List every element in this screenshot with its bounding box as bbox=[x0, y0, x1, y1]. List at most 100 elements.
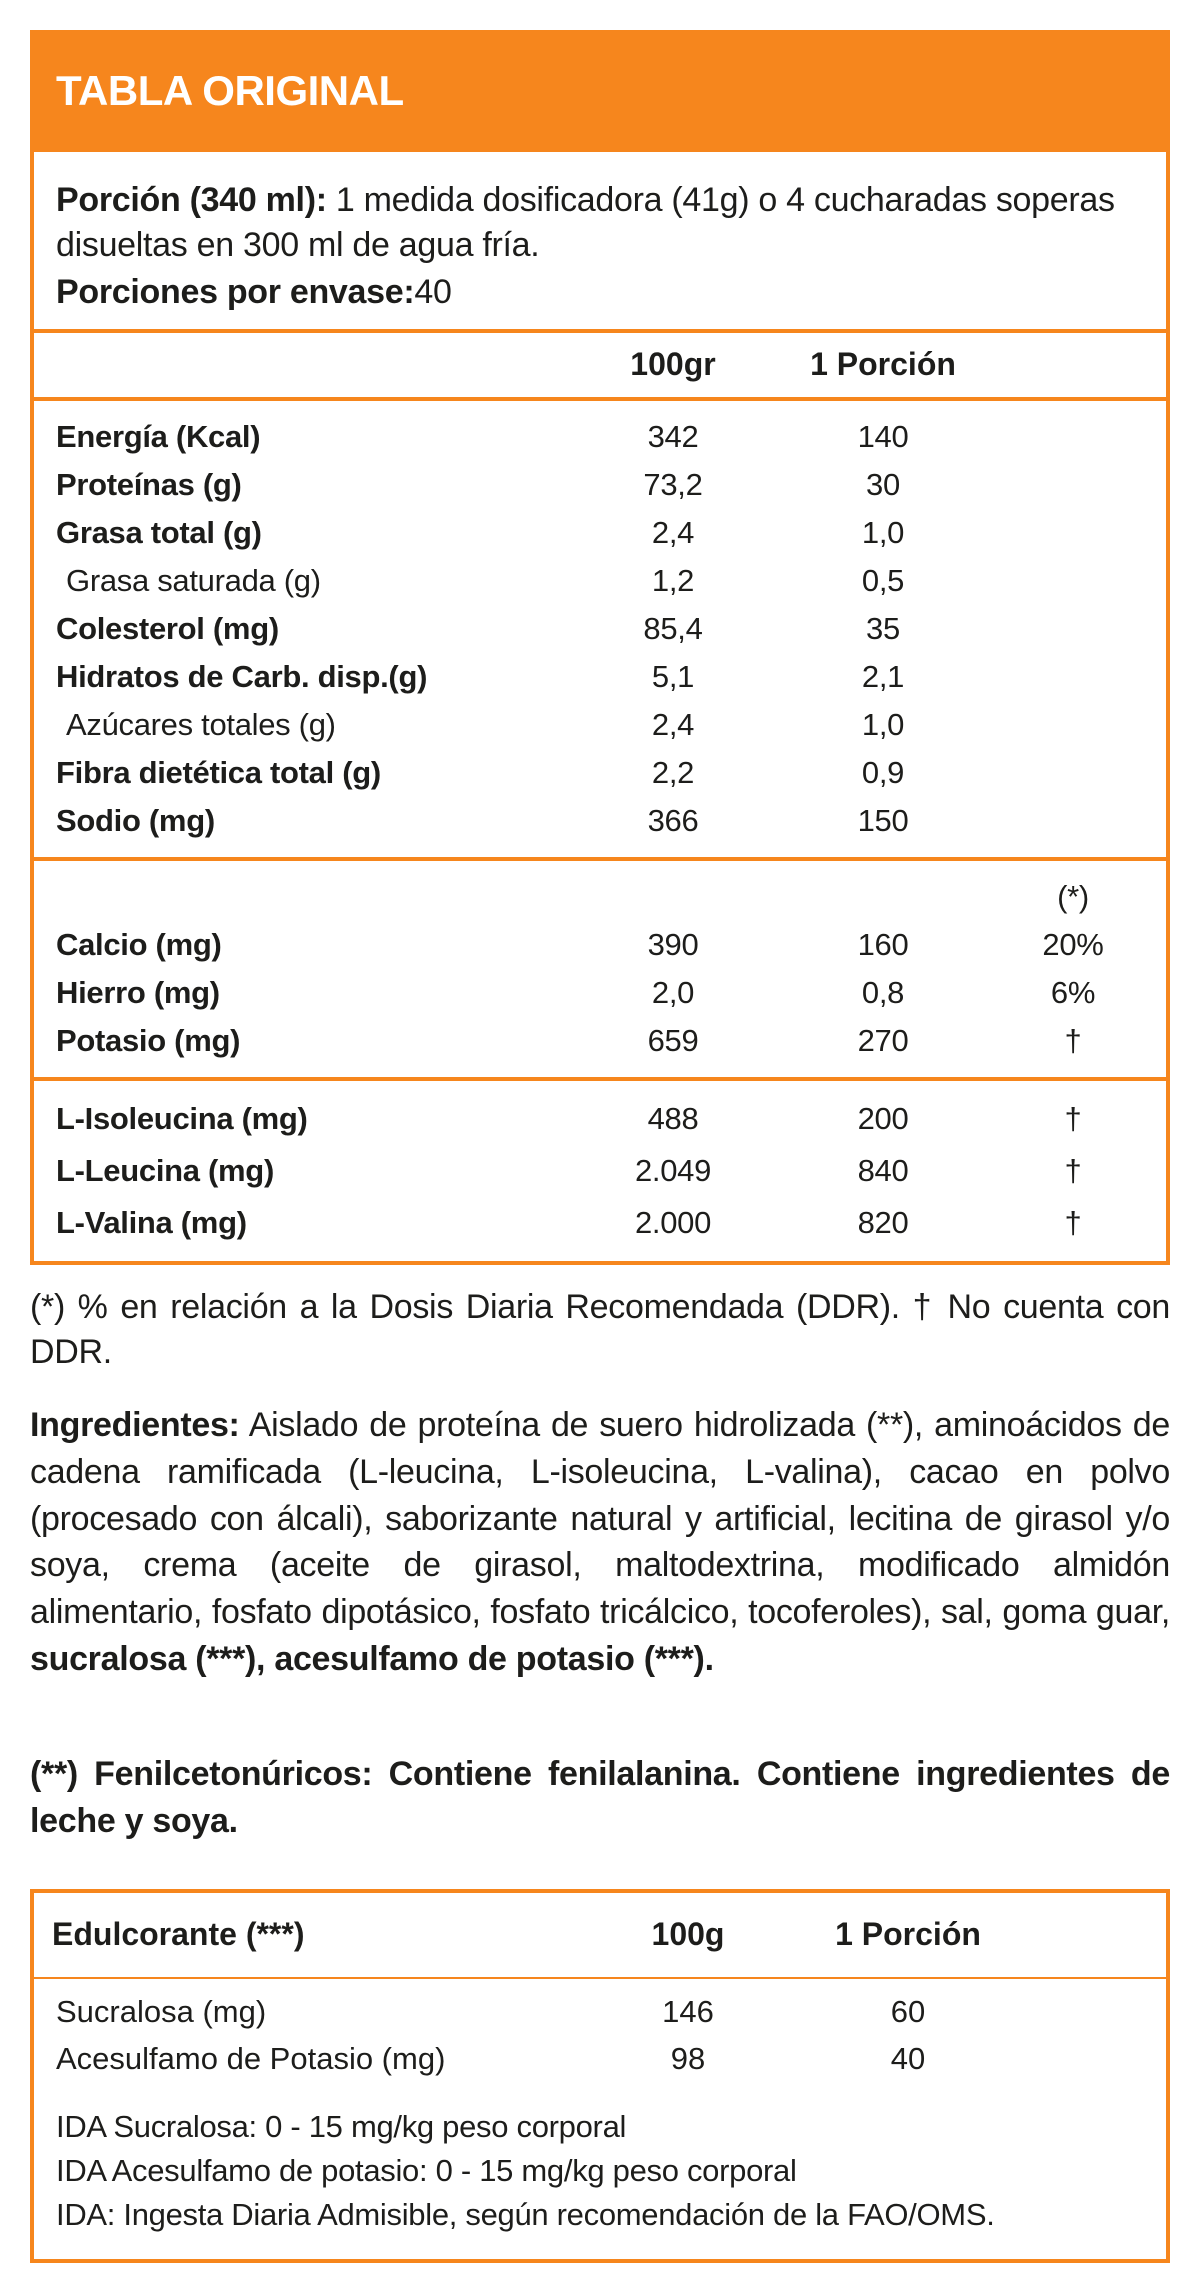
table-row: Azúcares totales (g) 2,4 1,0 bbox=[34, 701, 1166, 749]
ingredients-body: Ingredientes: Aislado de proteína de sue… bbox=[30, 1402, 1170, 1637]
sweetener-rows: Sucralosa (mg) 146 60 Acesulfamo de Pota… bbox=[34, 1979, 1166, 2089]
ida-note-line: IDA Acesulfamo de potasio: 0 - 15 mg/kg … bbox=[56, 2152, 797, 2188]
value-portion: 820 bbox=[857, 1204, 909, 1240]
serving-size-line: Porción (340 ml): 1 medida dosificadora … bbox=[56, 178, 1144, 268]
value-100g: 2.000 bbox=[634, 1204, 712, 1240]
row-label: Proteínas (g) bbox=[56, 466, 242, 502]
column-header-portion: 1 Porción bbox=[810, 346, 956, 383]
table-row: Sodio (mg) 366 150 bbox=[34, 797, 1166, 845]
value-portion: 40 bbox=[890, 2041, 926, 2077]
value-portion: 840 bbox=[857, 1152, 909, 1188]
value-portion: 140 bbox=[857, 418, 909, 454]
ingredients-paragraph: Ingredientes: Aislado de proteína de sue… bbox=[30, 1402, 1170, 1683]
minerals-rows: (*) Calcio (mg) 390 160 20% Hierro (mg) … bbox=[34, 861, 1166, 1077]
ida-notes: IDA Sucralosa: 0 - 15 mg/kg peso corpora… bbox=[34, 2089, 1166, 2259]
value-portion: 0,9 bbox=[861, 754, 905, 790]
table-row: Grasa total (g) 2,4 1,0 bbox=[34, 509, 1166, 557]
value-100g: 2,4 bbox=[651, 514, 695, 550]
table-row: L-Valina (mg) 2.000 820 † bbox=[34, 1197, 1166, 1249]
sweetener-column-portion: 1 Porción bbox=[835, 1916, 981, 1953]
table-row: Fibra dietética total (g) 2,2 0,9 bbox=[34, 749, 1166, 797]
table-row: Hierro (mg) 2,0 0,8 6% bbox=[34, 969, 1166, 1017]
row-label: Energía (Kcal) bbox=[56, 418, 261, 454]
value-portion: 200 bbox=[857, 1100, 909, 1136]
row-label: Calcio (mg) bbox=[56, 926, 222, 962]
row-label: Azúcares totales (g) bbox=[66, 706, 336, 742]
divider bbox=[34, 856, 1166, 861]
ida-note-line: IDA Sucralosa: 0 - 15 mg/kg peso corpora… bbox=[56, 2108, 627, 2144]
table-row: L-Isoleucina (mg) 488 200 † bbox=[34, 1093, 1166, 1145]
value-ddr: † bbox=[1064, 1152, 1082, 1188]
nutrition-box: Porción (340 ml): 1 medida dosificadora … bbox=[30, 152, 1170, 1265]
ingredients-sweeteners: sucralosa (***), acesulfamo de potasio (… bbox=[30, 1640, 714, 1679]
row-label: Sucralosa (mg) bbox=[56, 1994, 267, 2030]
ddr-column-header: (*) bbox=[1057, 878, 1089, 914]
row-label: Acesulfamo de Potasio (mg) bbox=[56, 2041, 446, 2077]
table-row: Potasio (mg) 659 270 † bbox=[34, 1017, 1166, 1065]
value-100g: 342 bbox=[647, 418, 699, 454]
ddr-footnote: (*) % en relación a la Dosis Diaria Reco… bbox=[30, 1287, 1170, 1372]
serving-size-text: 1 medida dosificadora (41g) o 4 cucharad… bbox=[56, 181, 1115, 264]
column-header-row: 100gr 1 Porción bbox=[34, 333, 1166, 397]
sweetener-column-100g: 100g bbox=[651, 1916, 725, 1953]
row-label: Sodio (mg) bbox=[56, 802, 215, 838]
row-label: Grasa saturada (g) bbox=[66, 562, 321, 598]
serving-info: Porción (340 ml): 1 medida dosificadora … bbox=[34, 152, 1166, 329]
ddr-header-row: (*) bbox=[34, 873, 1166, 921]
allergen-note: (**) Fenilcetonúricos: Contiene fenilala… bbox=[30, 1755, 1170, 1841]
value-portion: 1,0 bbox=[861, 514, 905, 550]
table-row: Colesterol (mg) 85,4 35 bbox=[34, 605, 1166, 653]
value-100g: 5,1 bbox=[651, 658, 695, 694]
table-row: Grasa saturada (g) 1,2 0,5 bbox=[34, 557, 1166, 605]
value-portion: 2,1 bbox=[861, 658, 905, 694]
row-label: L-Valina (mg) bbox=[56, 1204, 247, 1240]
value-portion: 35 bbox=[866, 610, 900, 646]
table-row: Acesulfamo de Potasio (mg) 98 40 bbox=[34, 2036, 1166, 2083]
value-ddr: † bbox=[1064, 1022, 1082, 1058]
value-100g: 659 bbox=[647, 1022, 699, 1058]
value-portion: 270 bbox=[857, 1022, 909, 1058]
divider bbox=[34, 1076, 1166, 1081]
value-ddr: † bbox=[1064, 1100, 1082, 1136]
table-row: Calcio (mg) 390 160 20% bbox=[34, 921, 1166, 969]
value-ddr: 20% bbox=[1042, 926, 1104, 962]
table-row: L-Leucina (mg) 2.049 840 † bbox=[34, 1145, 1166, 1197]
divider bbox=[34, 328, 1166, 333]
value-100g: 2,0 bbox=[651, 974, 695, 1010]
value-100g: 2.049 bbox=[634, 1152, 712, 1188]
value-100g: 85,4 bbox=[643, 610, 703, 646]
value-portion: 30 bbox=[866, 466, 900, 502]
row-label: Colesterol (mg) bbox=[56, 610, 279, 646]
ingredients-label: Ingredientes: bbox=[30, 1405, 240, 1444]
value-portion: 0,5 bbox=[861, 562, 905, 598]
value-100g: 1,2 bbox=[651, 562, 695, 598]
table-row: Sucralosa (mg) 146 60 bbox=[34, 1989, 1166, 2036]
divider bbox=[34, 396, 1166, 401]
sweetener-header-row: Edulcorante (***) 100g 1 Porción bbox=[34, 1893, 1166, 1977]
row-label: Grasa total (g) bbox=[56, 514, 262, 550]
value-100g: 2,2 bbox=[651, 754, 695, 790]
value-portion: 160 bbox=[857, 926, 909, 962]
value-portion: 60 bbox=[890, 1994, 926, 2030]
value-100g: 2,4 bbox=[651, 706, 695, 742]
value-ddr: † bbox=[1064, 1204, 1082, 1240]
title-band: TABLA ORIGINAL bbox=[30, 30, 1170, 152]
row-label: L-Leucina (mg) bbox=[56, 1152, 274, 1188]
row-label: Hierro (mg) bbox=[56, 974, 220, 1010]
value-100g: 390 bbox=[647, 926, 699, 962]
table-row: Energía (Kcal) 342 140 bbox=[34, 413, 1166, 461]
aminoacid-rows: L-Isoleucina (mg) 488 200 † L-Leucina (m… bbox=[34, 1081, 1166, 1261]
serving-size-label: Porción (340 ml): bbox=[56, 181, 327, 219]
page-title: TABLA ORIGINAL bbox=[56, 67, 404, 114]
table-row: Proteínas (g) 73,2 30 bbox=[34, 461, 1166, 509]
row-label: Fibra dietética total (g) bbox=[56, 754, 381, 790]
servings-per-container-line: Porciones por envase:40 bbox=[56, 270, 1144, 315]
value-100g: 366 bbox=[647, 802, 699, 838]
row-label: Potasio (mg) bbox=[56, 1022, 241, 1058]
servings-per-container-label: Porciones por envase: bbox=[56, 272, 415, 311]
nutrient-rows: Energía (Kcal) 342 140 Proteínas (g) 73,… bbox=[34, 401, 1166, 857]
value-portion: 150 bbox=[857, 802, 909, 838]
ida-note-line: IDA: Ingesta Diaria Admisible, según rec… bbox=[56, 2197, 995, 2232]
row-label: L-Isoleucina (mg) bbox=[56, 1100, 308, 1136]
